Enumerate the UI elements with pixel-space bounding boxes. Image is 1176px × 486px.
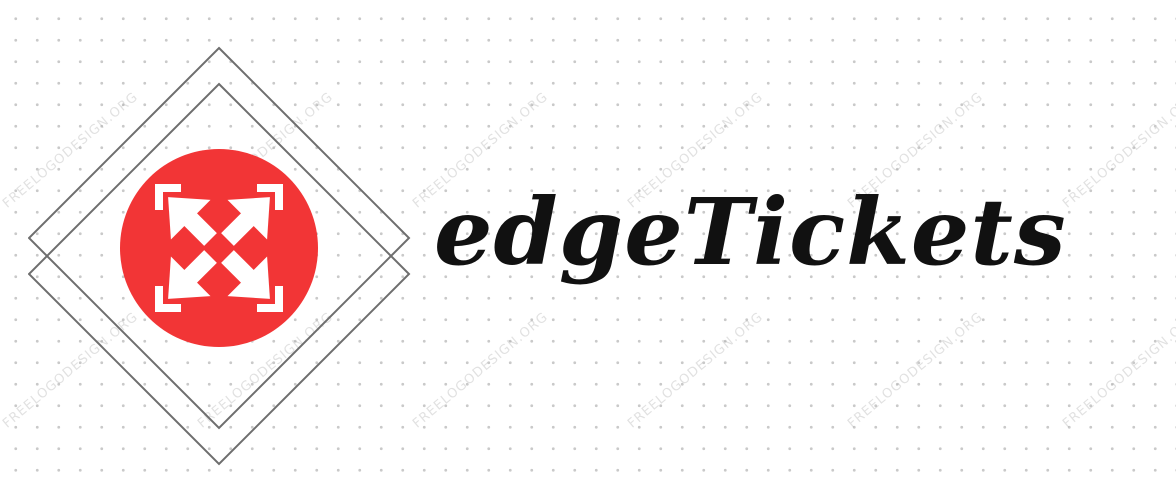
watermark-text: FREELOGODESIGN.ORG [1060, 309, 1176, 432]
brand-name: edgeTickets [434, 178, 1067, 286]
logo-emblem [28, 46, 411, 466]
diamond-frame-inner [28, 82, 411, 466]
watermark-text: FREELOGODESIGN.ORG [410, 309, 552, 432]
accent-circle [120, 149, 318, 347]
watermark-text: FREELOGODESIGN.ORG [1060, 89, 1176, 212]
watermark-text: FREELOGODESIGN.ORG [625, 309, 767, 432]
watermark-text: FREELOGODESIGN.ORG [845, 309, 987, 432]
diamond-frame-outer [28, 46, 411, 430]
expand-arrows-icon [155, 184, 283, 312]
